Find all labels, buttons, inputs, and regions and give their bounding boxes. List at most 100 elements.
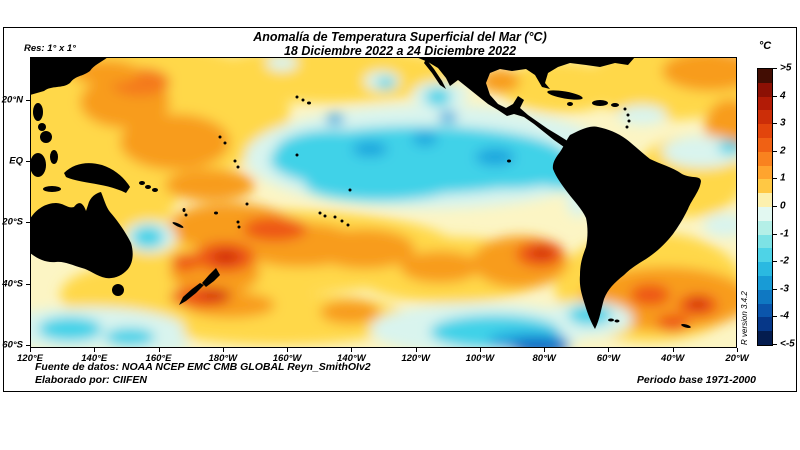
lat-tick-mark	[26, 99, 30, 101]
colorbar-tick-mark	[773, 68, 777, 69]
colorbar-unit-label: °C	[758, 40, 772, 52]
lon-tick-label: 20°W	[725, 353, 749, 364]
lon-tick-mark	[351, 348, 353, 352]
colorbar-segment	[758, 303, 772, 318]
lon-tick-label: 40°W	[661, 353, 685, 364]
lat-tick-mark	[26, 283, 30, 285]
colorbar-segment	[758, 206, 772, 221]
lon-tick-label: 120°W	[401, 353, 430, 364]
landmass-cuba	[547, 90, 583, 100]
landmass-hispaniola	[592, 100, 608, 106]
landmass-nz-north	[202, 268, 220, 287]
colorbar-tick-mark	[773, 288, 777, 290]
anomaly-map	[30, 57, 737, 348]
colorbar-segment	[758, 234, 772, 249]
lon-tick-label: 60°W	[596, 353, 621, 364]
colorbar-segment	[758, 69, 772, 83]
landmass-hawaii	[295, 95, 299, 99]
colorbar-tick-mark	[773, 206, 777, 207]
resolution-note: Res: 1° x 1°	[24, 43, 76, 54]
lon-tick-mark	[608, 348, 610, 352]
colorbar-tick-mark	[773, 178, 777, 180]
lon-tick-label: 140°E	[81, 353, 108, 364]
colorbar-tick-label: 3	[780, 117, 786, 129]
colorbar-tick-label: -3	[780, 283, 789, 295]
landmass-philippines	[33, 103, 43, 121]
colorbar-tick-label: -2	[780, 255, 789, 267]
lon-tick-mark	[158, 348, 160, 352]
title-line-2: 18 Diciembre 2022 a 24 Diciembre 2022	[283, 44, 517, 58]
colorbar-segment	[758, 193, 772, 207]
colorbar-segment	[758, 151, 772, 166]
colorbar-tick-label: 4	[780, 90, 786, 102]
colorbar-tick-mark	[773, 150, 777, 152]
colorbar-tick-label: -1	[780, 228, 789, 240]
lat-tick-label: 20°N	[1, 94, 23, 106]
elaborated-by-line: Elaborado por: CIIFEN	[35, 374, 148, 386]
lon-tick-mark	[287, 348, 289, 352]
lon-tick-label: 80°W	[532, 353, 556, 364]
anomaly-map-svg	[30, 57, 737, 348]
lon-tick-mark	[672, 348, 674, 352]
colorbar-segment	[758, 331, 772, 345]
lon-tick-mark	[222, 348, 224, 352]
lon-tick-label: 180°W	[208, 353, 238, 364]
landmass-north-america	[416, 57, 635, 147]
colorbar-tick-label: <-5	[780, 338, 795, 350]
colorbar-tick-label: 2	[780, 145, 786, 157]
landmass-new-caledonia	[172, 222, 184, 228]
lon-tick-label: 160°E	[145, 353, 172, 364]
lat-axis: 20°N EQ 20°S 40°S 60°S	[0, 57, 30, 351]
colorbar-tick-mark	[773, 233, 777, 235]
lon-tick-label: 100°W	[465, 353, 495, 364]
landmass-new-guinea	[64, 163, 130, 193]
colorbar-tick-mark	[773, 261, 777, 263]
colorbar-tick-label: -4	[780, 310, 789, 322]
landmass-asia	[30, 57, 108, 95]
lon-tick-mark	[737, 348, 738, 352]
lon-tick-label: 140°W	[337, 353, 366, 364]
colorbar-segment	[758, 275, 772, 290]
lat-tick-label: 40°S	[2, 278, 23, 290]
colorbar-segment	[758, 124, 772, 138]
colorbar-segment	[758, 82, 772, 97]
colorbar-segment	[758, 317, 772, 332]
landmass-tasmania	[112, 284, 124, 296]
colorbar-tick-label: 1	[780, 172, 786, 184]
data-source-line: Fuente de datos: NOAA NCEP EMC CMB GLOBA…	[35, 361, 371, 373]
colorbar-ticks: >5 4 3 2 1 0 -1 -2 -3 -4 <-5	[773, 63, 800, 350]
landmass-australia	[30, 192, 133, 279]
r-version-note: R version 3.4.2	[740, 291, 749, 345]
colorbar-tick-label: >5	[780, 62, 792, 74]
colorbar-segment	[758, 110, 772, 125]
landmass-falklands	[608, 318, 614, 322]
landmass-sulawesi	[30, 153, 46, 177]
landmass-fiji	[214, 211, 218, 215]
colorbar-tick-mark	[773, 95, 777, 97]
colorbar-segment	[758, 289, 772, 304]
lon-tick-label: 120°E	[17, 353, 43, 364]
colorbar-tick-mark	[773, 344, 777, 345]
landmass-nz-south	[179, 283, 204, 305]
lon-tick-label: 160°W	[272, 353, 302, 364]
lat-tick-mark	[26, 344, 30, 346]
lat-tick-mark	[26, 161, 30, 163]
figure-title: Anomalía de Temperatura Superficial del …	[0, 30, 800, 58]
lon-tick-mark	[94, 348, 96, 352]
lon-tick-mark	[415, 348, 417, 352]
landmass-baja	[424, 59, 446, 89]
colorbar-tick-mark	[773, 123, 777, 125]
colorbar-segment	[758, 220, 772, 235]
landmass-galapagos	[507, 159, 511, 163]
colorbar-tick-mark	[773, 316, 777, 318]
landmass-south-georgia	[681, 324, 691, 328]
lat-tick-mark	[26, 222, 30, 224]
colorbar-segment	[758, 262, 772, 276]
colorbar-segment	[758, 165, 772, 180]
lon-axis: 120°E 140°E 160°E 180°W 160°W 140°W 120°W 100°W…	[17, 348, 749, 366]
landmasses	[30, 57, 701, 329]
lat-tick-label: 60°S	[2, 339, 23, 351]
title-line-1: Anomalía de Temperatura Superficial del …	[253, 30, 547, 44]
landmass-south-america	[552, 126, 701, 329]
